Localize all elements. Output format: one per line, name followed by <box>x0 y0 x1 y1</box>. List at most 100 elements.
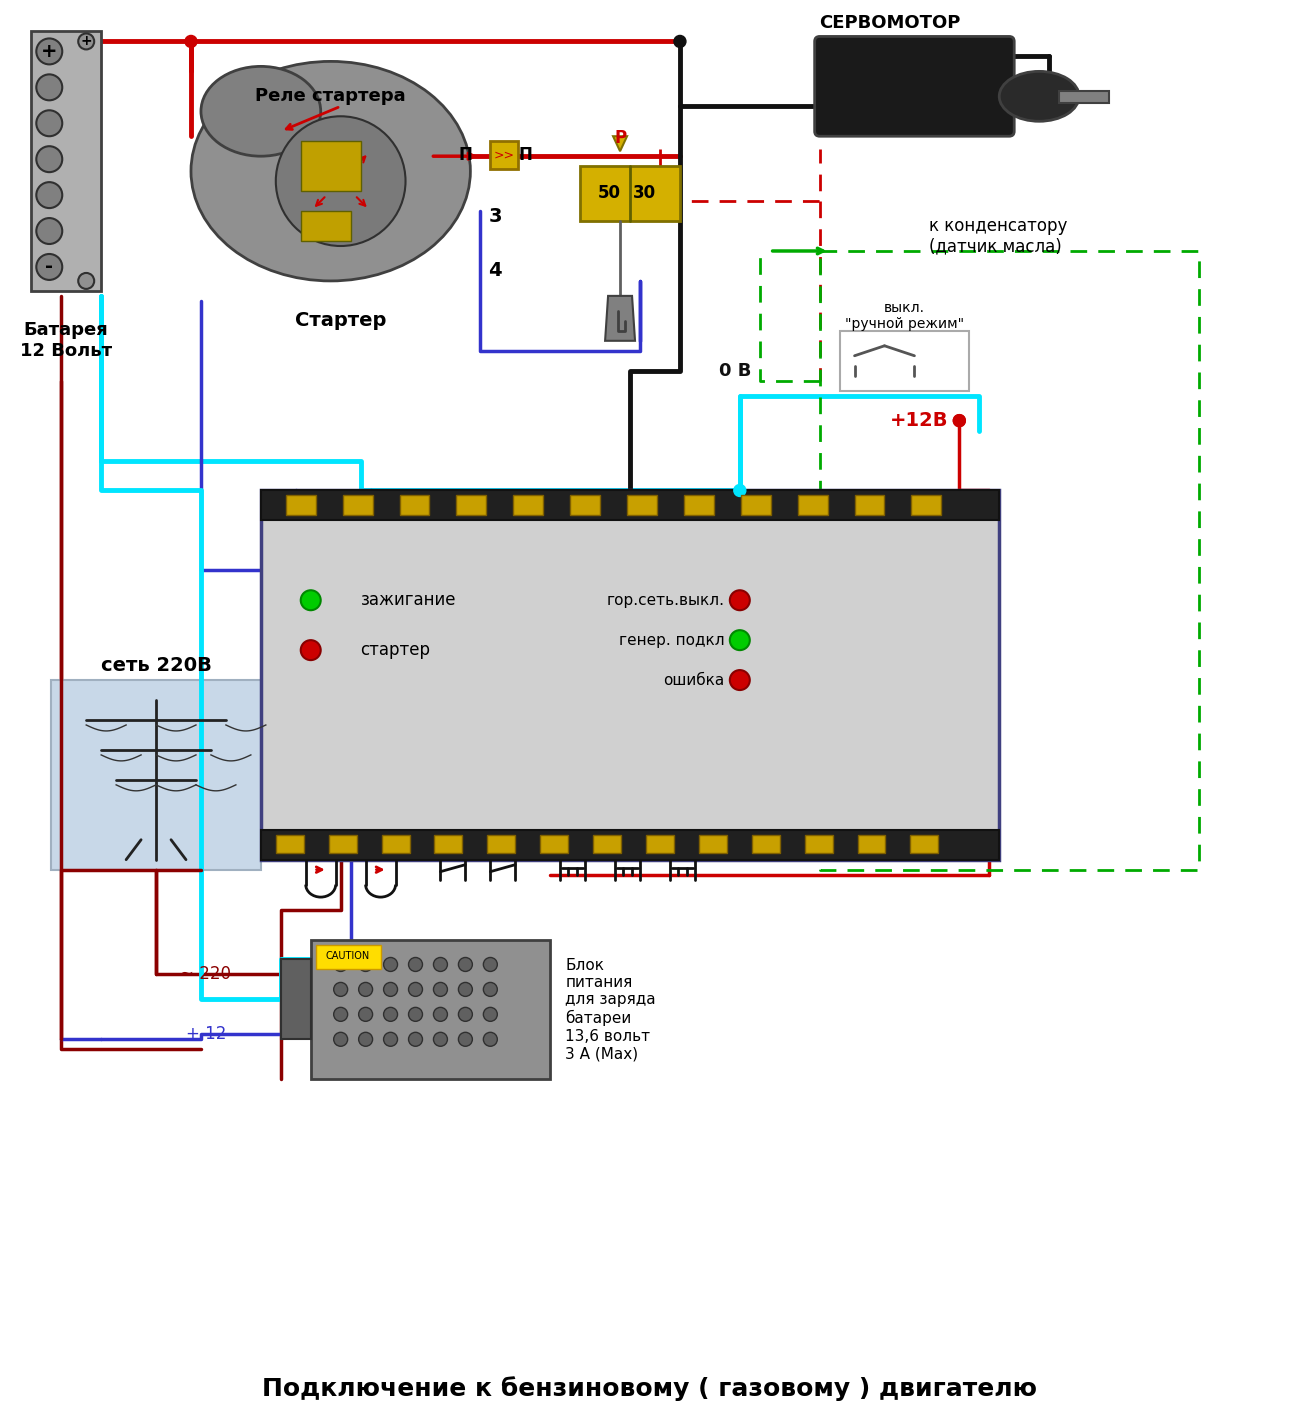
Circle shape <box>408 1007 422 1022</box>
FancyBboxPatch shape <box>513 496 543 516</box>
FancyBboxPatch shape <box>798 496 827 516</box>
Circle shape <box>953 415 965 426</box>
FancyBboxPatch shape <box>261 490 999 859</box>
Circle shape <box>359 1032 373 1046</box>
Text: -: - <box>45 258 53 276</box>
Polygon shape <box>605 296 635 341</box>
FancyBboxPatch shape <box>286 496 316 516</box>
Text: +12В: +12В <box>890 412 948 430</box>
Circle shape <box>953 415 965 426</box>
Text: стартер: стартер <box>361 641 431 660</box>
Text: Блок
питания
для заряда
батареи
13,6 вольт
3 А (Max): Блок питания для заряда батареи 13,6 вол… <box>565 958 656 1062</box>
Circle shape <box>334 958 348 972</box>
Text: 4: 4 <box>488 261 503 281</box>
Circle shape <box>383 958 397 972</box>
Circle shape <box>36 218 62 244</box>
Circle shape <box>459 1007 473 1022</box>
Polygon shape <box>613 137 627 151</box>
FancyBboxPatch shape <box>814 37 1015 137</box>
Text: к конденсатору
(датчик масла): к конденсатору (датчик масла) <box>929 217 1068 255</box>
Circle shape <box>184 36 197 47</box>
Text: ~ 220: ~ 220 <box>181 966 231 983</box>
Circle shape <box>730 630 750 650</box>
Circle shape <box>434 982 447 996</box>
Circle shape <box>334 1007 348 1022</box>
Text: Реле стартера: Реле стартера <box>256 87 407 105</box>
FancyBboxPatch shape <box>570 496 600 516</box>
FancyBboxPatch shape <box>301 211 351 241</box>
Circle shape <box>483 958 498 972</box>
FancyBboxPatch shape <box>685 496 714 516</box>
Circle shape <box>301 590 321 610</box>
FancyBboxPatch shape <box>594 835 621 852</box>
Text: +: + <box>42 41 57 61</box>
Circle shape <box>459 958 473 972</box>
Text: зажигание: зажигание <box>361 591 456 610</box>
Text: гор.сеть.выкл.: гор.сеть.выкл. <box>607 593 725 607</box>
Circle shape <box>383 1007 397 1022</box>
FancyBboxPatch shape <box>627 496 657 516</box>
Circle shape <box>36 38 62 64</box>
Circle shape <box>383 1032 397 1046</box>
Ellipse shape <box>201 67 321 157</box>
FancyBboxPatch shape <box>382 835 409 852</box>
Circle shape <box>408 1032 422 1046</box>
FancyBboxPatch shape <box>490 141 518 170</box>
FancyBboxPatch shape <box>310 939 551 1079</box>
Circle shape <box>36 110 62 137</box>
Text: 30: 30 <box>633 184 656 202</box>
Text: П: П <box>518 147 533 164</box>
Text: +: + <box>81 34 92 48</box>
Text: 0 В: 0 В <box>718 362 751 379</box>
Circle shape <box>359 958 373 972</box>
FancyBboxPatch shape <box>857 835 886 852</box>
Text: CAUTION: CAUTION <box>326 952 370 962</box>
Circle shape <box>275 117 405 247</box>
Circle shape <box>334 1032 348 1046</box>
FancyBboxPatch shape <box>740 496 770 516</box>
Circle shape <box>36 74 62 100</box>
FancyBboxPatch shape <box>752 835 779 852</box>
Text: >>: >> <box>494 148 514 161</box>
Circle shape <box>36 147 62 172</box>
FancyBboxPatch shape <box>912 496 942 516</box>
Circle shape <box>730 670 750 690</box>
Circle shape <box>730 590 750 610</box>
Circle shape <box>483 1007 498 1022</box>
FancyBboxPatch shape <box>804 835 833 852</box>
Circle shape <box>434 1007 447 1022</box>
Text: Стартер: Стартер <box>295 311 386 331</box>
FancyBboxPatch shape <box>434 835 462 852</box>
Circle shape <box>78 274 95 289</box>
Circle shape <box>36 254 62 279</box>
FancyBboxPatch shape <box>456 496 486 516</box>
Circle shape <box>483 1032 498 1046</box>
FancyBboxPatch shape <box>487 835 516 852</box>
Circle shape <box>674 36 686 47</box>
Circle shape <box>734 485 746 496</box>
FancyBboxPatch shape <box>329 835 357 852</box>
FancyBboxPatch shape <box>261 829 999 859</box>
FancyBboxPatch shape <box>31 31 101 291</box>
Text: 50: 50 <box>598 184 621 202</box>
FancyBboxPatch shape <box>343 496 373 516</box>
Circle shape <box>434 1032 447 1046</box>
FancyBboxPatch shape <box>261 490 999 520</box>
FancyBboxPatch shape <box>316 945 381 969</box>
FancyBboxPatch shape <box>281 959 310 1039</box>
Text: сеть 220В: сеть 220В <box>100 656 212 674</box>
Text: Батарея
12 Вольт: Батарея 12 Вольт <box>21 321 112 359</box>
FancyBboxPatch shape <box>911 835 938 852</box>
Circle shape <box>434 958 447 972</box>
FancyBboxPatch shape <box>699 835 727 852</box>
FancyBboxPatch shape <box>400 496 430 516</box>
FancyBboxPatch shape <box>51 680 261 869</box>
Circle shape <box>78 33 95 50</box>
Circle shape <box>408 982 422 996</box>
Text: Р: Р <box>614 130 626 147</box>
FancyBboxPatch shape <box>646 835 674 852</box>
FancyBboxPatch shape <box>540 835 568 852</box>
Text: ошибка: ошибка <box>664 673 725 688</box>
FancyBboxPatch shape <box>855 496 885 516</box>
Text: 3: 3 <box>488 207 503 225</box>
